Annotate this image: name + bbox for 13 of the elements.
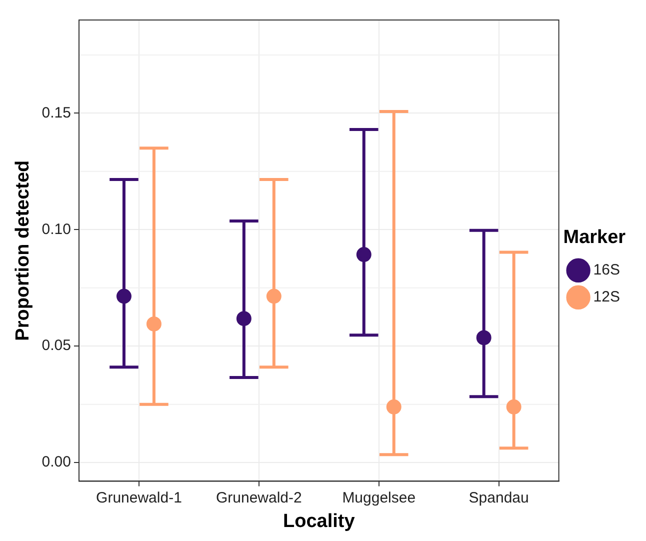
x-axis-title: Locality: [282, 510, 356, 532]
x-tick-label: Spandau: [468, 489, 529, 506]
x-tick-label: Muggelsee: [342, 489, 416, 506]
y-tick-label: 0.00: [42, 454, 71, 471]
legend-title: Marker: [563, 226, 626, 248]
x-tick-label: Grunewald-1: [96, 489, 182, 506]
legend-label: 12S: [593, 288, 620, 306]
y-tick-label: 0.05: [42, 337, 71, 354]
y-axis-title: Proportion detected: [12, 160, 34, 341]
y-tick-label: 0.10: [42, 220, 71, 238]
y-tick-label: 0.15: [42, 104, 71, 122]
legend-label: 16S: [593, 262, 620, 279]
x-tick-label: Grunewald-2: [216, 489, 302, 506]
